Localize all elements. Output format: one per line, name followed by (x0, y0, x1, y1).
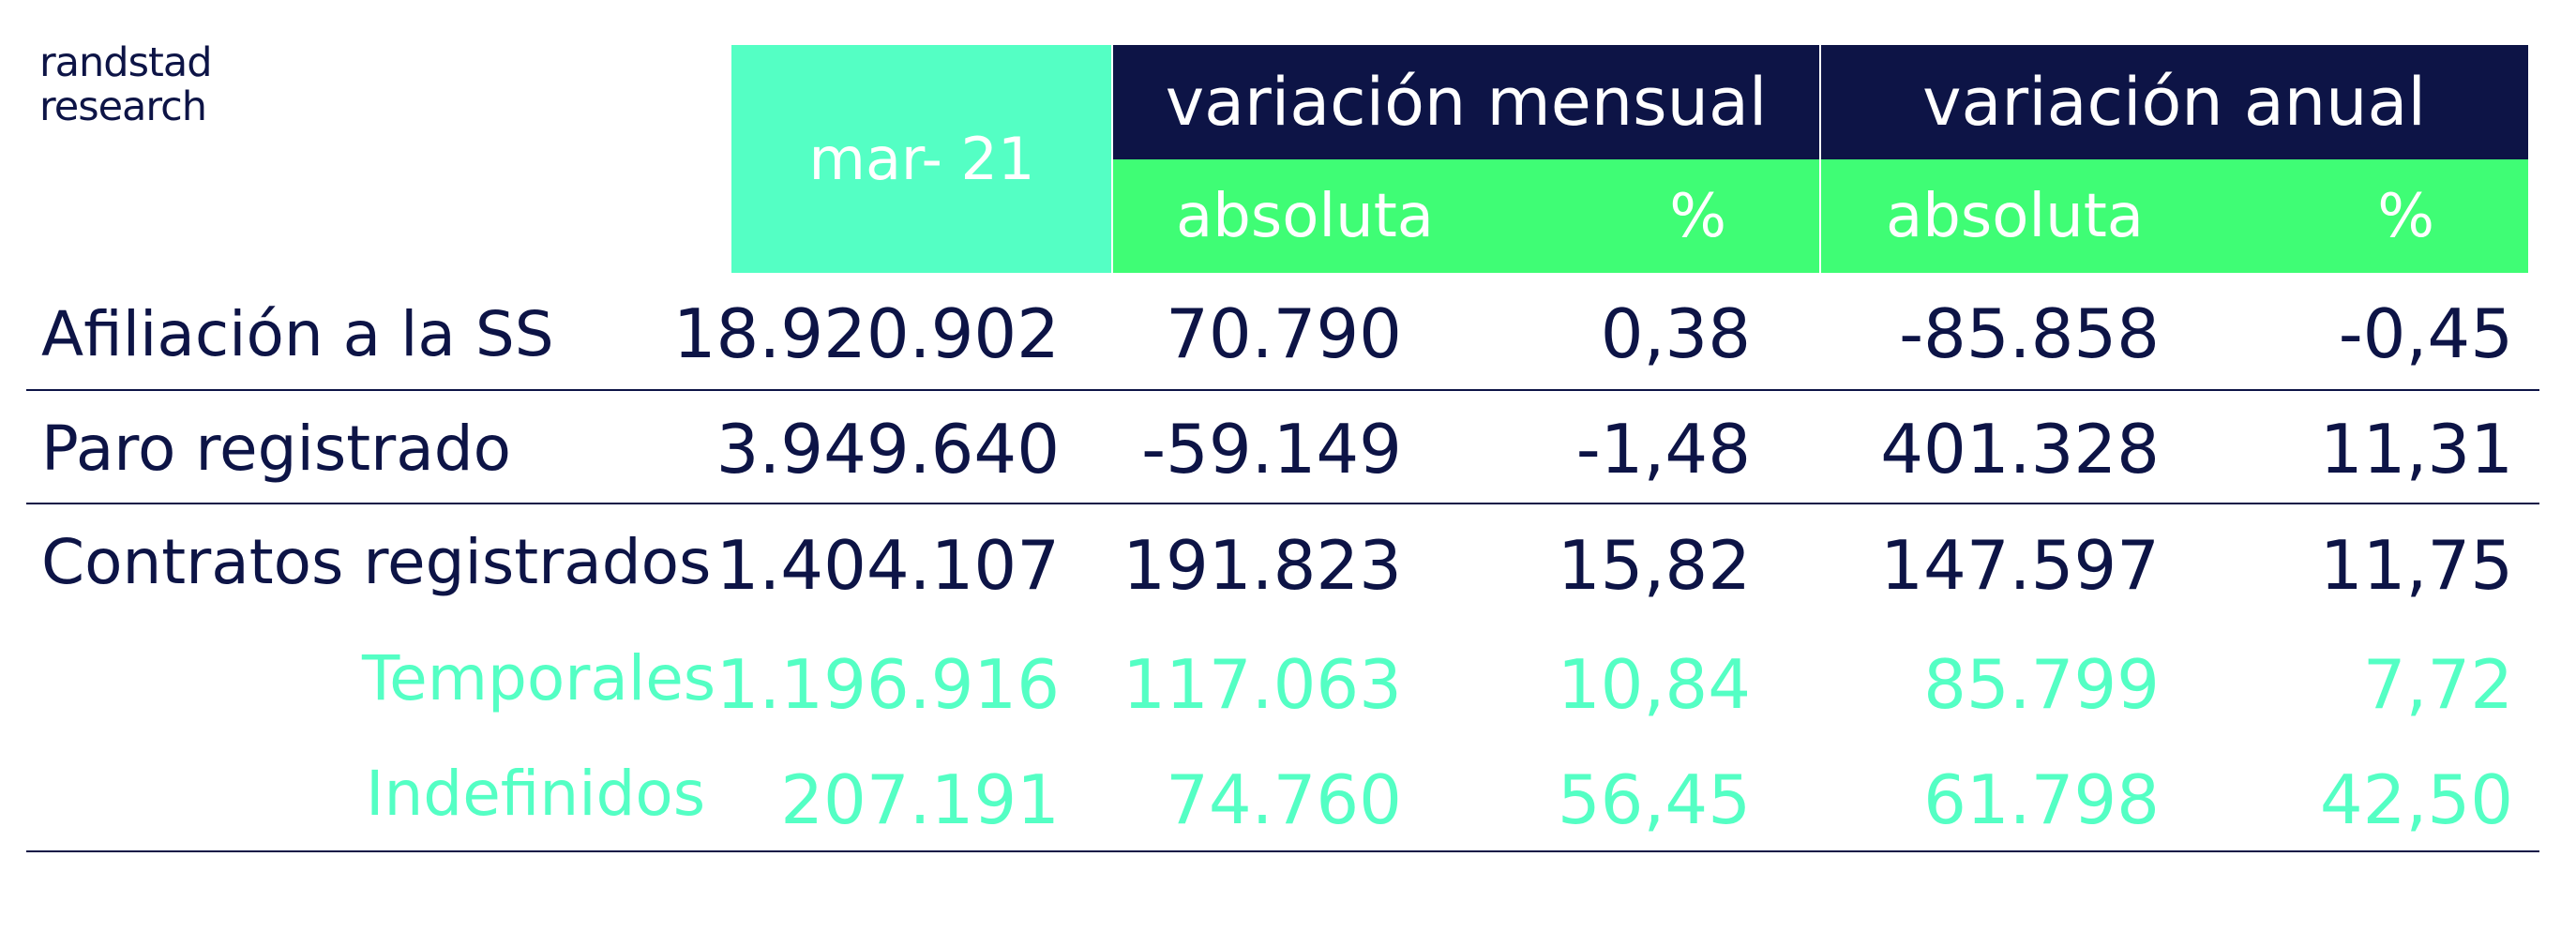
cell-contratos-annual-pct: 11,75 (2319, 526, 2513, 605)
row-label-temporales: Temporales (362, 642, 716, 714)
row-divider-1 (26, 389, 2539, 391)
cell-indefinidos-annual-pct: 42,50 (2319, 760, 2513, 839)
cell-paro-monthly-abs: -59.149 (1141, 410, 1402, 489)
cell-paro-value: 3.949.640 (716, 410, 1060, 489)
annual-subheader: absoluta % (1820, 159, 2528, 273)
cell-afiliacion-monthly-abs: 70.790 (1166, 294, 1402, 373)
cell-temporales-annual-pct: 7,72 (2362, 645, 2513, 724)
cell-contratos-monthly-abs: 191.823 (1122, 526, 1402, 605)
cell-temporales-monthly-abs: 117.063 (1122, 645, 1402, 724)
monthly-subheader: absoluta % (1112, 159, 1820, 273)
row-label-indefinidos: Indefinidos (366, 758, 706, 830)
annual-percent-header: % (2377, 181, 2434, 251)
cell-indefinidos-annual-abs: 61.798 (1923, 760, 2160, 839)
header-divider-1 (1111, 45, 1113, 273)
cell-paro-monthly-pct: -1,48 (1575, 410, 1751, 489)
cell-afiliacion-annual-pct: -0,45 (2338, 294, 2513, 373)
logo-line-2: research (39, 83, 207, 130)
monthly-percent-header: % (1669, 181, 1726, 251)
annual-absolute-header: absoluta (1886, 181, 2144, 251)
row-label-paro: Paro registrado (41, 413, 511, 485)
cell-contratos-monthly-pct: 15,82 (1557, 526, 1751, 605)
row-label-afiliacion: Afiliación a la SS (41, 298, 554, 370)
cell-paro-annual-pct: 11,31 (2319, 410, 2513, 489)
logo-line-1: randstad (39, 39, 212, 86)
cell-temporales-monthly-pct: 10,84 (1557, 645, 1751, 724)
cell-temporales-value: 1.196.916 (716, 645, 1060, 724)
cell-afiliacion-annual-abs: -85.858 (1899, 294, 2160, 373)
cell-indefinidos-monthly-abs: 74.760 (1166, 760, 1402, 839)
row-divider-2 (26, 503, 2539, 504)
header-divider-2 (1819, 45, 1821, 273)
cell-afiliacion-monthly-pct: 0,38 (1600, 294, 1751, 373)
row-label-contratos: Contratos registrados (41, 526, 712, 598)
cell-contratos-annual-abs: 147.597 (1880, 526, 2160, 605)
annual-variation-header: variación anual (1820, 45, 2528, 159)
cell-indefinidos-monthly-pct: 56,45 (1557, 760, 1751, 839)
cell-afiliacion-value: 18.920.902 (672, 294, 1060, 373)
cell-indefinidos-value: 207.191 (780, 760, 1060, 839)
cell-contratos-value: 1.404.107 (716, 526, 1060, 605)
cell-paro-annual-abs: 401.328 (1880, 410, 2160, 489)
date-header: mar- 21 (731, 45, 1112, 273)
monthly-absolute-header: absoluta (1176, 181, 1434, 251)
randstad-research-logo: randstad research (39, 39, 212, 130)
monthly-variation-header: variación mensual (1112, 45, 1820, 159)
table-bottom-rule (26, 850, 2539, 852)
cell-temporales-annual-abs: 85.799 (1923, 645, 2160, 724)
